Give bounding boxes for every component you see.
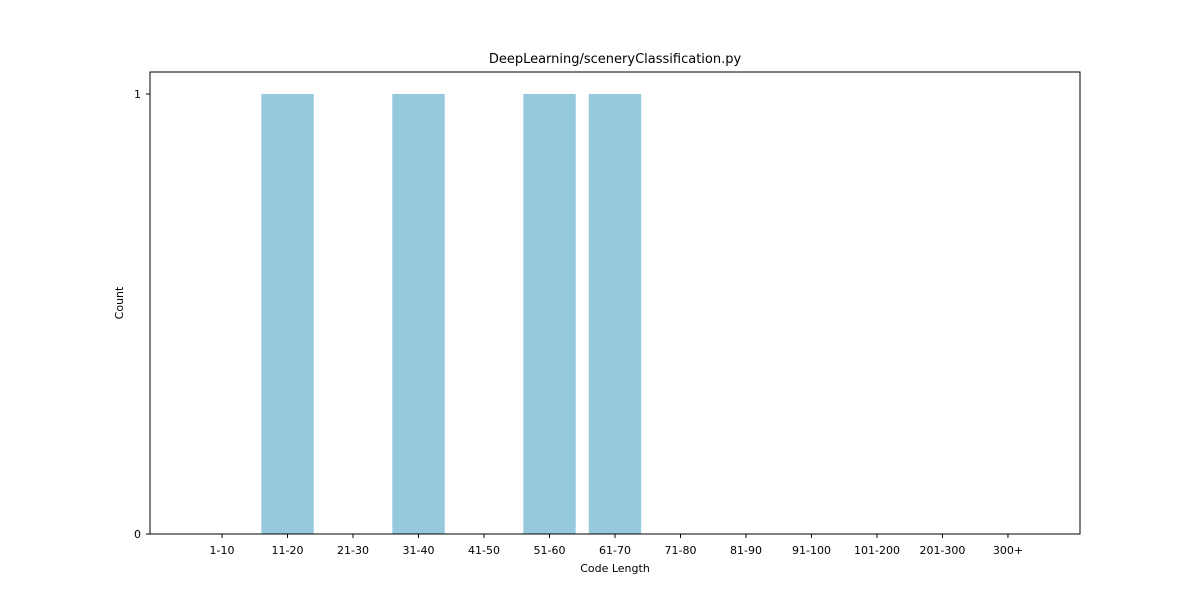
bar-51-60 [523, 94, 576, 534]
x-tick-label: 11-20 [272, 544, 304, 557]
x-tick-label: 101-200 [854, 544, 900, 557]
x-tick-label: 1-10 [210, 544, 235, 557]
y-tick-label: 0 [134, 528, 141, 541]
bar-11-20 [261, 94, 314, 534]
x-axis-label: Code Length [580, 562, 650, 575]
x-tick-label: 61-70 [599, 544, 631, 557]
x-axis-ticks: 1-10 11-20 21-30 31-40 41-50 51-60 61-70 71-80 8… [210, 534, 1023, 557]
x-tick-label: 91-100 [792, 544, 831, 557]
y-axis-ticks: 01 [134, 88, 150, 541]
bars-group [261, 94, 642, 534]
y-tick-label: 1 [134, 88, 141, 101]
x-tick-label: 21-30 [337, 544, 369, 557]
x-tick-label: 201-300 [919, 544, 965, 557]
x-tick-label: 81-90 [730, 544, 762, 557]
bar-31-40 [392, 94, 445, 534]
x-tick-label: 300+ [993, 544, 1023, 557]
x-tick-label: 51-60 [534, 544, 566, 557]
x-tick-label: 71-80 [665, 544, 697, 557]
x-tick-label: 31-40 [403, 544, 435, 557]
y-axis-label: Count [113, 286, 126, 319]
bar-61-70 [588, 94, 642, 534]
x-tick-label: 41-50 [468, 544, 500, 557]
chart-title: DeepLearning/sceneryClassification.py [489, 52, 742, 67]
